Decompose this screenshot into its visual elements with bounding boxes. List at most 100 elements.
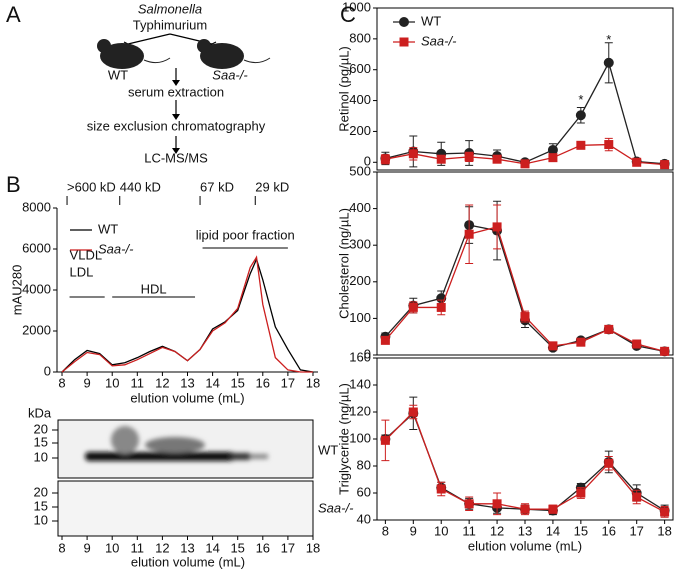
point (576, 140, 586, 150)
y-tick-label: 200 (349, 273, 371, 288)
point (408, 302, 418, 312)
x-tick-label: 14 (205, 375, 219, 390)
x-tick-label: 13 (518, 523, 532, 538)
x-tick-label: 9 (83, 540, 90, 555)
point (436, 154, 446, 164)
point (660, 346, 670, 356)
point (548, 153, 558, 163)
point (660, 160, 670, 170)
x-tick-label: 9 (410, 523, 417, 538)
legend-marker (399, 17, 409, 27)
y-tick-label: 100 (349, 310, 371, 325)
step: size exclusion chromatography (87, 118, 266, 133)
y-tick-label: 500 (349, 163, 371, 178)
legend-label: WT (98, 221, 118, 236)
x-tick-label: 10 (105, 540, 119, 555)
marker-label: 440 kD (120, 179, 161, 194)
point (464, 499, 474, 509)
y-axis-label: Retinol (pg/µL) (336, 46, 351, 132)
x-tick-label: 16 (602, 523, 616, 538)
legend-label: WT (421, 13, 441, 28)
frame (376, 7, 674, 171)
point (436, 484, 446, 494)
y-tick-label: 4000 (22, 281, 51, 296)
point (520, 159, 530, 169)
series-line (385, 61, 665, 165)
y-tick-label: 1000 (342, 0, 371, 14)
point (632, 492, 642, 502)
x-tick-label: 12 (155, 375, 169, 390)
point (604, 324, 614, 334)
y-tick-label: 140 (349, 376, 371, 391)
point (464, 229, 474, 239)
x-tick-label: 8 (58, 375, 65, 390)
series-line (61, 255, 313, 373)
x-tick-label: 12 (490, 523, 504, 538)
marker-label: >600 kD (67, 179, 116, 194)
point (464, 152, 474, 162)
y-tick-label: 80 (357, 457, 371, 472)
point (548, 341, 558, 351)
point (520, 504, 530, 514)
panel-label: A (6, 2, 21, 27)
frame (376, 357, 674, 521)
point (408, 149, 418, 159)
y-tick-label: 15 (34, 434, 48, 449)
series-line (384, 226, 665, 352)
x-tick-label: 11 (131, 375, 145, 390)
x-tick-label: 14 (546, 523, 560, 538)
y-tick-label: 10 (34, 449, 48, 464)
y-tick-label: 800 (349, 30, 371, 45)
y-tick-label: 0 (44, 363, 51, 378)
range-label: HDL (141, 281, 167, 296)
x-tick-label: 18 (306, 540, 320, 555)
point (408, 407, 418, 417)
y-tick-label: 160 (349, 349, 371, 364)
x-tick-label: 13 (180, 375, 194, 390)
x-tick-label: 10 (105, 375, 119, 390)
mouse-label: WT (108, 67, 128, 82)
y-tick-label: 20 (34, 484, 48, 499)
point (492, 154, 502, 164)
y-tick-label: 20 (34, 421, 48, 436)
point (492, 499, 502, 509)
y-axis-label: mAU280 (9, 265, 24, 316)
step: serum extraction (128, 84, 224, 99)
point (380, 154, 390, 164)
range-label: VLDL (70, 247, 103, 262)
organism: Typhimurium (133, 17, 207, 32)
x-tick-label: 15 (574, 523, 588, 538)
lane-label: WT (318, 442, 338, 457)
x-tick-label: 17 (629, 523, 643, 538)
point (547, 144, 558, 155)
series-line (384, 412, 665, 512)
point (660, 507, 670, 517)
point (603, 57, 614, 68)
organism: Salmonella (138, 1, 202, 16)
x-tick-label: 8 (58, 540, 65, 555)
y-tick-label: 400 (349, 200, 371, 215)
x-tick-label: 14 (205, 540, 219, 555)
step: LC-MS/MS (144, 150, 208, 165)
x-axis-label: elution volume (mL) (130, 390, 244, 405)
y-axis-label: Cholesterol (ng/µL) (336, 208, 351, 319)
y-tick-label: 6000 (22, 240, 51, 255)
y-tick-label: 15 (34, 498, 48, 513)
point (520, 312, 530, 322)
x-tick-label: 15 (230, 375, 244, 390)
blot-unit: kDa (28, 405, 52, 420)
x-tick-label: 11 (131, 540, 145, 555)
x-axis-label: elution volume (mL) (131, 554, 245, 569)
frame (376, 171, 674, 356)
legend-label: Saa-/- (98, 241, 134, 256)
mouse-icons (97, 39, 271, 69)
x-axis-label: elution volume (mL) (468, 538, 582, 553)
y-tick-label: 200 (349, 123, 371, 138)
x-tick-label: 10 (434, 523, 448, 538)
y-tick-label: 0 (364, 346, 371, 361)
point (436, 302, 446, 312)
x-tick-label: 16 (256, 375, 270, 390)
arrowheads (172, 80, 180, 154)
